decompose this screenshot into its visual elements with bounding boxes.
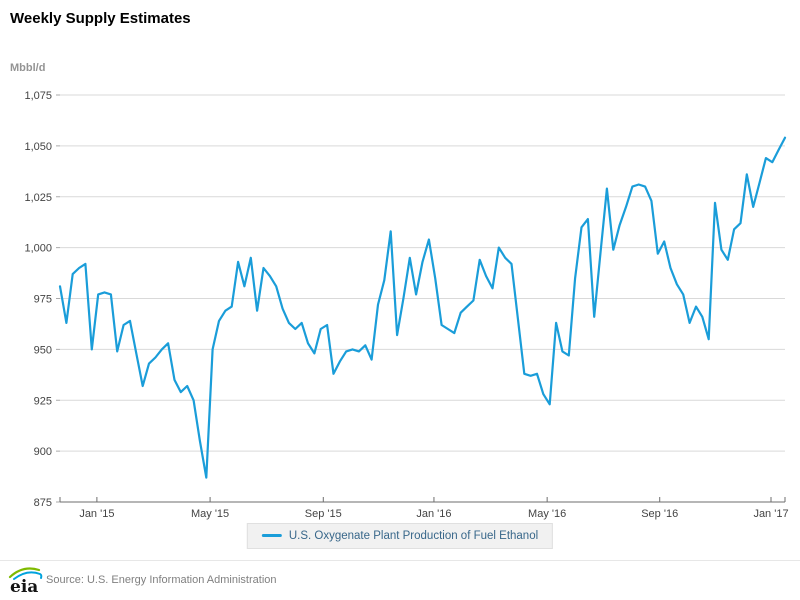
x-axis-tick-label: Sep '16	[641, 508, 678, 520]
x-axis-tick-label: May '15	[191, 508, 229, 520]
x-axis-tick-label: Sep '15	[305, 508, 342, 520]
y-axis-tick-label: 1,050	[24, 141, 52, 153]
legend-line-swatch	[261, 533, 282, 537]
y-axis-tick-label: 1,025	[24, 192, 52, 204]
y-axis-tick-label: 1,000	[24, 243, 52, 255]
legend-series-label: U.S. Oxygenate Plant Production of Fuel …	[288, 530, 539, 542]
y-axis-tick-label: 875	[34, 497, 52, 509]
y-axis-unit-label: Mbbl/d	[10, 62, 46, 74]
eia-logo: eia	[8, 567, 43, 596]
y-axis-tick-label: 975	[34, 294, 52, 306]
eia-logo-green-swoosh	[8, 567, 41, 579]
y-axis-tick-label: 1,075	[24, 90, 52, 102]
y-axis-tick-label: 950	[34, 344, 52, 356]
y-axis-tick-label: 900	[34, 446, 52, 458]
source-attribution: Source: U.S. Energy Information Administ…	[46, 574, 277, 586]
eia-logo-text: eia	[10, 577, 38, 596]
footer-divider	[0, 560, 800, 561]
legend[interactable]: U.S. Oxygenate Plant Production of Fuel …	[246, 523, 554, 549]
line-chart: 875 900 925 950 975 1,000 1,025 1,050 1,075 Jan '…	[24, 90, 788, 520]
footer: eia Source: U.S. Energy Information Admi…	[0, 561, 800, 600]
page-title: Weekly Supply Estimates	[10, 10, 191, 27]
y-axis-tick-label: 925	[34, 395, 52, 407]
series-line[interactable]	[58, 136, 787, 479]
x-axis-tick-label: Jan '15	[79, 508, 114, 520]
x-axis-tick-label: Jan '17	[753, 508, 788, 520]
x-axis-tick-label: May '16	[528, 508, 566, 520]
x-axis-tick-label: Jan '16	[416, 508, 451, 520]
eia-logo-blue-swoosh	[13, 571, 43, 580]
